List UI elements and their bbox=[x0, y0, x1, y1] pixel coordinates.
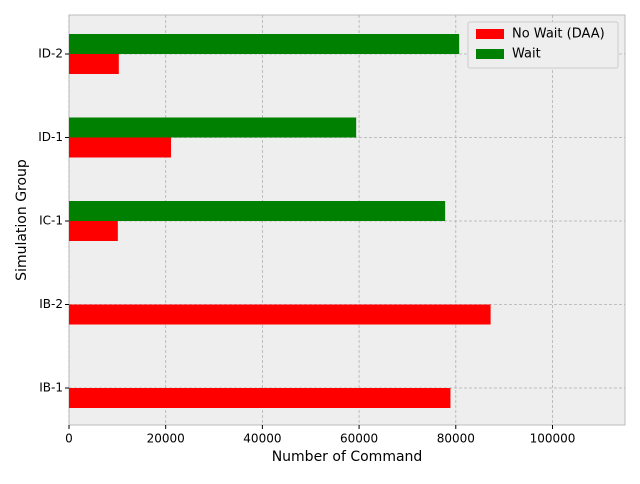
bar bbox=[69, 304, 491, 325]
x-tick-label: 20000 bbox=[147, 432, 185, 446]
bar bbox=[69, 53, 119, 74]
bar bbox=[69, 33, 460, 54]
x-tick-label: 80000 bbox=[437, 432, 475, 446]
x-axis-label: Number of Command bbox=[272, 449, 423, 465]
bar bbox=[69, 137, 172, 158]
legend-swatch bbox=[476, 29, 504, 39]
bar bbox=[69, 201, 446, 222]
y-tick-label: IC-1 bbox=[39, 214, 63, 228]
x-tick-label: 40000 bbox=[243, 432, 281, 446]
bar bbox=[69, 117, 357, 138]
y-tick-label: ID-1 bbox=[38, 130, 63, 144]
legend-label: No Wait (DAA) bbox=[512, 27, 605, 42]
y-axis-label: Simulation Group bbox=[14, 159, 30, 281]
x-tick-label: 0 bbox=[65, 432, 73, 446]
legend-box bbox=[467, 21, 619, 69]
bar bbox=[69, 388, 451, 409]
bar bbox=[69, 221, 118, 242]
y-tick-label: ID-2 bbox=[38, 46, 63, 60]
legend-swatch bbox=[476, 49, 504, 59]
x-tick-label: 60000 bbox=[340, 432, 378, 446]
y-tick-label: IB-2 bbox=[39, 297, 63, 311]
y-tick-label: IB-1 bbox=[39, 381, 63, 395]
legend-label: Wait bbox=[512, 47, 541, 62]
x-tick-label: 100000 bbox=[530, 432, 576, 446]
